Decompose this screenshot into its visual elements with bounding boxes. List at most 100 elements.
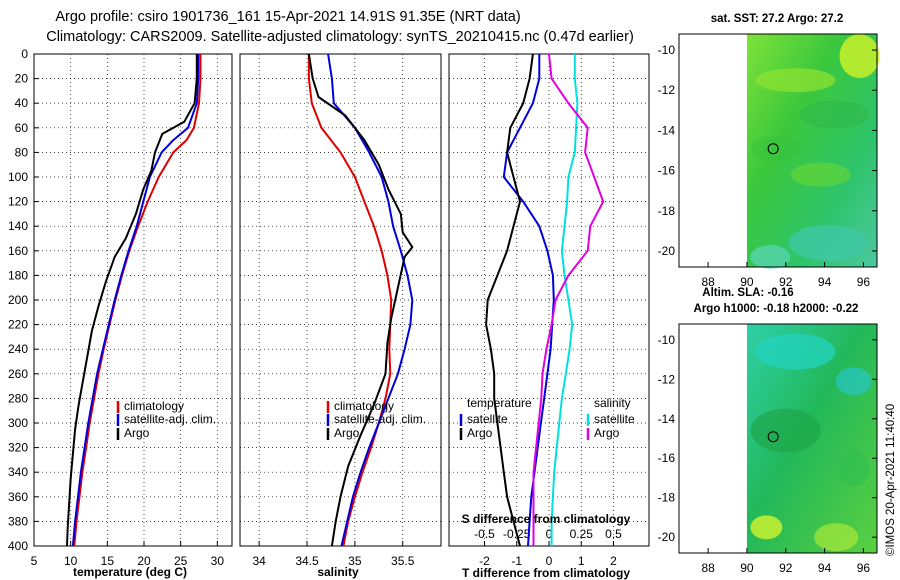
difference-grid — [449, 54, 649, 546]
x-tick-label: 25 — [174, 554, 188, 568]
lat-tick-label: -12 — [658, 83, 676, 97]
x-tick-label: 35.5 — [391, 554, 415, 568]
t-difference-tick-labels: -2 -1 0 1 2 — [479, 554, 617, 568]
s-tick-label: 0.25 — [570, 527, 594, 541]
lat-tick-label: -16 — [658, 451, 676, 465]
x-tick-label: 35 — [348, 554, 362, 568]
field-patch — [837, 450, 870, 487]
series-line-t-argo — [485, 53, 534, 547]
series-line-t-satellite — [502, 54, 555, 547]
s-tick-label: -0.5 — [474, 527, 495, 541]
x-tick-label: 2 — [610, 554, 617, 568]
x-tick-label: 20 — [137, 554, 151, 568]
salinity-axis-label: salinity — [317, 565, 359, 579]
depth-tick-label: 320 — [8, 441, 28, 455]
lon-tick-label: 96 — [857, 561, 871, 575]
legend-label-argo: Argo — [334, 426, 360, 440]
legend-label-t-satellite: satellite — [467, 412, 508, 426]
temperature-axis-label: temperature (deg C) — [73, 565, 187, 579]
depth-tick-label: 100 — [8, 170, 28, 184]
depth-tick-label: 140 — [8, 219, 28, 233]
lon-tick-label: 90 — [740, 275, 754, 289]
depth-tick-label: 280 — [8, 391, 28, 405]
argo-position-marker — [767, 143, 779, 155]
depth-tick-label: 160 — [8, 244, 28, 258]
depth-tick-label: 0 — [21, 47, 28, 61]
field-patch — [750, 408, 821, 453]
lat-tick-label: -12 — [658, 372, 676, 386]
series-line-argo — [307, 53, 414, 547]
temperature-grid — [33, 53, 232, 547]
series-line-s-satellite — [550, 54, 579, 546]
sla-field — [678, 323, 878, 554]
sst-map-ticks: 88 90 92 94 96 -10 -12 -14 -16 -18 -20 — [658, 43, 877, 289]
temperature-series — [66, 54, 202, 547]
legend-title-temperature: temperature — [467, 396, 532, 410]
field-patch — [750, 244, 791, 269]
lon-tick-label: 96 — [857, 275, 871, 289]
lon-tick-label: 92 — [779, 561, 793, 575]
lat-tick-label: -18 — [658, 491, 676, 505]
field-patch — [750, 515, 783, 540]
sla-map-title-1: Altim. SLA: -0.16 — [702, 287, 793, 299]
sla-map-panel: Altim. SLA: -0.16 Argo h1000: -0.18 h200… — [658, 287, 878, 575]
depth-tick-label: 20 — [15, 72, 29, 86]
lon-tick-label: 92 — [779, 275, 793, 289]
timestamp: ©IMOS 20-Apr-2021 11:40:40 — [885, 404, 897, 556]
field-patch — [790, 162, 851, 187]
depth-tick-label: 260 — [8, 367, 28, 381]
legend-title-salinity: salinity — [594, 396, 631, 410]
depth-tick-label: 300 — [8, 416, 28, 430]
s-tick-label: 0 — [546, 527, 553, 541]
lat-tick-label: -10 — [658, 333, 676, 347]
series-line-climatology — [307, 54, 393, 547]
field-patch — [814, 523, 859, 552]
x-tick-label: 1 — [578, 554, 585, 568]
depth-tick-label: 240 — [8, 342, 28, 356]
legend-label-t-argo: Argo — [467, 426, 493, 440]
legend-label-s-satellite: satellite — [594, 412, 635, 426]
lat-tick-label: -20 — [658, 530, 676, 544]
salinity-tick-labels: 34 34.5 35 35.5 — [252, 554, 414, 568]
legend-label-climatology: climatology — [124, 399, 184, 413]
temperature-panel: 0 20 40 60 80 100 120 140 160 180 200 220 240 260 280 3… — [8, 47, 233, 579]
series-line-s-argo — [532, 53, 605, 546]
lat-tick-label: -18 — [658, 204, 676, 218]
lat-tick-label: -14 — [658, 412, 676, 426]
map-frame — [678, 323, 878, 554]
x-tick-label: 30 — [211, 554, 225, 568]
difference-series — [485, 53, 605, 547]
title-line-1: Argo profile: csiro 1901736_161 15-Apr-2… — [55, 9, 520, 25]
depth-tick-label: 60 — [15, 121, 29, 135]
lat-tick-label: -14 — [658, 123, 676, 137]
title-line-2: Climatology: CARS2009. Satellite-adjuste… — [46, 29, 634, 45]
depth-tick-label: 400 — [8, 539, 28, 553]
series-line-satellite-adj-clim- — [71, 54, 200, 547]
s-difference-axis-label: S difference from climatology — [462, 512, 631, 526]
difference-legend: temperature satellite Argo salinity sate… — [459, 396, 635, 440]
depth-tick-label: 40 — [15, 96, 29, 110]
temperature-legend: climatology satellite-adj. clim. Argo — [116, 399, 216, 440]
x-tick-label: 5 — [31, 554, 38, 568]
depth-tick-labels: 0 20 40 60 80 100 120 140 160 180 200 220 240 260 280 3… — [8, 47, 28, 553]
salinity-series — [307, 53, 414, 547]
field-patch — [839, 34, 880, 79]
x-tick-label: 0 — [546, 554, 553, 568]
map-frame — [678, 33, 878, 268]
depth-tick-label: 180 — [8, 268, 28, 282]
temperature-tick-labels: 5 10 15 20 25 30 — [31, 554, 225, 568]
x-tick-label: 15 — [101, 554, 115, 568]
x-tick-label: 34.5 — [295, 554, 319, 568]
legend-label-climatology: climatology — [334, 399, 394, 413]
sst-map-title: sat. SST: 27.2 Argo: 27.2 — [711, 13, 844, 25]
lat-tick-label: -20 — [658, 244, 676, 258]
legend-label-argo: Argo — [124, 426, 150, 440]
series-line-satellite-adj-clim- — [327, 53, 414, 547]
series-line-argo — [66, 54, 198, 547]
x-tick-label: 34 — [252, 554, 266, 568]
x-tick-label: -2 — [479, 554, 490, 568]
salinity-legend: climatology satellite-adj. clim. Argo — [326, 399, 426, 440]
field-patch — [751, 136, 802, 161]
depth-tick-label: 340 — [8, 465, 28, 479]
